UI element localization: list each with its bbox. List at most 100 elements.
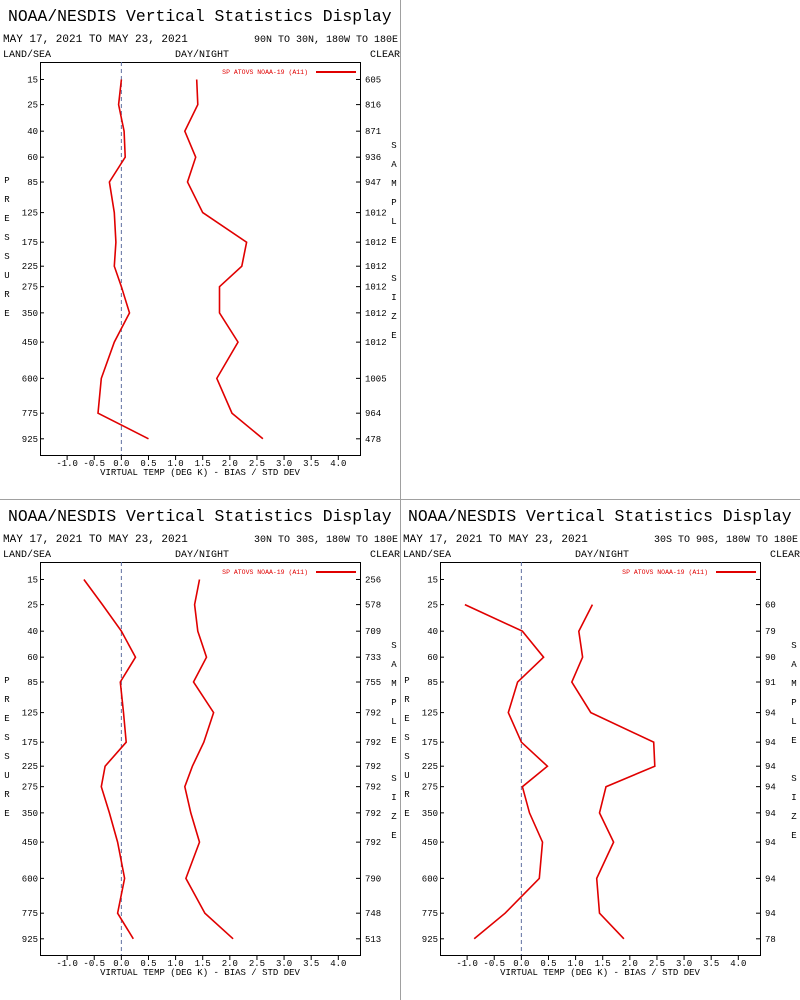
sample-size-label: 94 [765, 783, 776, 793]
x-tick-label: 1.0 [167, 959, 183, 969]
time-of-day: DAY/NIGHT [175, 549, 229, 561]
sample-size-label: 1012 [365, 209, 387, 219]
x-tick-label: 0.0 [113, 459, 129, 469]
y-axis-title: PRESSURE [2, 176, 12, 328]
y-axis-title: PRESSURE [402, 676, 412, 828]
chart-title: NOAA/NESDIS Vertical Statistics Display [8, 507, 392, 526]
sample-size-label: 709 [365, 627, 381, 637]
y-tick-label: 275 [22, 783, 38, 793]
x-axis-title: VIRTUAL TEMP (DEG K) - BIAS / STD DEV [100, 968, 300, 978]
x-axis-title: VIRTUAL TEMP (DEG K) - BIAS / STD DEV [100, 468, 300, 478]
date-range: MAY 17, 2021 TO MAY 23, 2021 [403, 534, 588, 546]
y-tick-label: 775 [422, 909, 438, 919]
y-axis-title: PRESSURE [2, 676, 12, 828]
sample-size-label: 792 [365, 783, 381, 793]
cloud-condition: CLEAR [370, 50, 400, 61]
region: 90N TO 30N, 180W TO 180E [254, 35, 398, 46]
x-tick-label: -1.0 [56, 959, 78, 969]
sample-size-label: 1012 [365, 238, 387, 248]
y-tick-label: 350 [22, 309, 38, 319]
sample-size-label: 1012 [365, 309, 387, 319]
x-tick-label: 4.0 [330, 459, 346, 469]
sample-size-label: 792 [365, 709, 381, 719]
surface-type: LAND/SEA [3, 49, 51, 61]
sample-size-label: 1012 [365, 338, 387, 348]
chart-panel: NOAA/NESDIS Vertical Statistics Display M… [2, 507, 400, 978]
y-tick-label: 25 [27, 601, 38, 611]
y-tick-label: 450 [422, 838, 438, 848]
y-tick-label: 350 [422, 809, 438, 819]
y-tick-label: 15 [27, 75, 38, 85]
x-tick-label: 1.5 [195, 459, 211, 469]
y-tick-label: 225 [422, 762, 438, 772]
y-tick-label: 15 [427, 575, 438, 585]
std-dev-line [183, 79, 264, 440]
sample-size-label: 947 [365, 178, 381, 188]
x-tick-label: 2.5 [249, 959, 265, 969]
y-tick-label: 85 [27, 178, 38, 188]
x-tick-label: 2.5 [249, 459, 265, 469]
sample-size-label: 755 [365, 678, 381, 688]
cloud-condition: CLEAR [770, 550, 800, 561]
legend-label: SP ATOVS NOAA-19 (A11) [622, 569, 708, 576]
sample-size-label: 578 [365, 601, 381, 611]
y2-axis-title: SAMPLE SIZE [389, 641, 399, 850]
y-tick-label: 450 [22, 838, 38, 848]
sample-size-label: 513 [365, 935, 381, 945]
chart-title: NOAA/NESDIS Vertical Statistics Display [408, 507, 792, 526]
sample-size-label: 60 [765, 601, 776, 611]
y-tick-label: 25 [427, 601, 438, 611]
x-tick-label: 4.0 [730, 959, 746, 969]
x-tick-label: 3.0 [276, 459, 292, 469]
y-tick-label: 40 [27, 127, 38, 137]
y-tick-label: 275 [422, 783, 438, 793]
plot-frame [440, 562, 761, 956]
bias-line [97, 79, 149, 440]
x-tick-label: 1.0 [567, 959, 583, 969]
x-tick-label: 2.0 [622, 959, 638, 969]
y-tick-label: 175 [22, 738, 38, 748]
x-tick-label: 3.5 [703, 959, 719, 969]
sample-size-label: 94 [765, 738, 776, 748]
sample-size-label: 792 [365, 809, 381, 819]
chart-title: NOAA/NESDIS Vertical Statistics Display [8, 7, 392, 26]
x-tick-label: 1.5 [595, 959, 611, 969]
y-tick-label: 600 [22, 374, 38, 384]
y-tick-label: 60 [27, 153, 38, 163]
x-tick-label: 3.5 [303, 459, 319, 469]
surface-type: LAND/SEA [3, 549, 51, 561]
chart-panel: NOAA/NESDIS Vertical Statistics Display M… [402, 507, 800, 978]
sample-size-label: 78 [765, 935, 776, 945]
y-tick-label: 925 [22, 935, 38, 945]
y-tick-label: 350 [22, 809, 38, 819]
plot-frame [40, 562, 361, 956]
sample-size-label: 816 [365, 101, 381, 111]
sample-size-label: 733 [365, 653, 381, 663]
sample-size-label: 790 [365, 874, 381, 884]
y-tick-label: 600 [422, 874, 438, 884]
date-range: MAY 17, 2021 TO MAY 23, 2021 [3, 534, 188, 546]
x-tick-label: -0.5 [483, 959, 505, 969]
x-tick-label: 1.5 [195, 959, 211, 969]
x-tick-label: 0.5 [540, 959, 556, 969]
y-tick-label: 125 [22, 209, 38, 219]
sample-size-label: 748 [365, 909, 381, 919]
x-tick-label: 1.0 [167, 459, 183, 469]
sample-size-label: 792 [365, 838, 381, 848]
sample-size-label: 91 [765, 678, 776, 688]
y-tick-label: 25 [27, 101, 38, 111]
sample-size-label: 792 [365, 762, 381, 772]
y-tick-label: 275 [22, 283, 38, 293]
y2-axis-title: SAMPLE SIZE [389, 141, 399, 350]
bias-line [83, 579, 137, 940]
y-tick-label: 125 [22, 709, 38, 719]
y-tick-label: 40 [27, 627, 38, 637]
y-tick-label: 225 [22, 762, 38, 772]
sample-size-label: 94 [765, 838, 776, 848]
sample-size-label: 964 [365, 409, 381, 419]
cloud-condition: CLEAR [370, 550, 400, 561]
legend-label: SP ATOVS NOAA-19 (A11) [222, 569, 308, 576]
y-tick-label: 925 [422, 935, 438, 945]
x-tick-label: 0.0 [113, 959, 129, 969]
